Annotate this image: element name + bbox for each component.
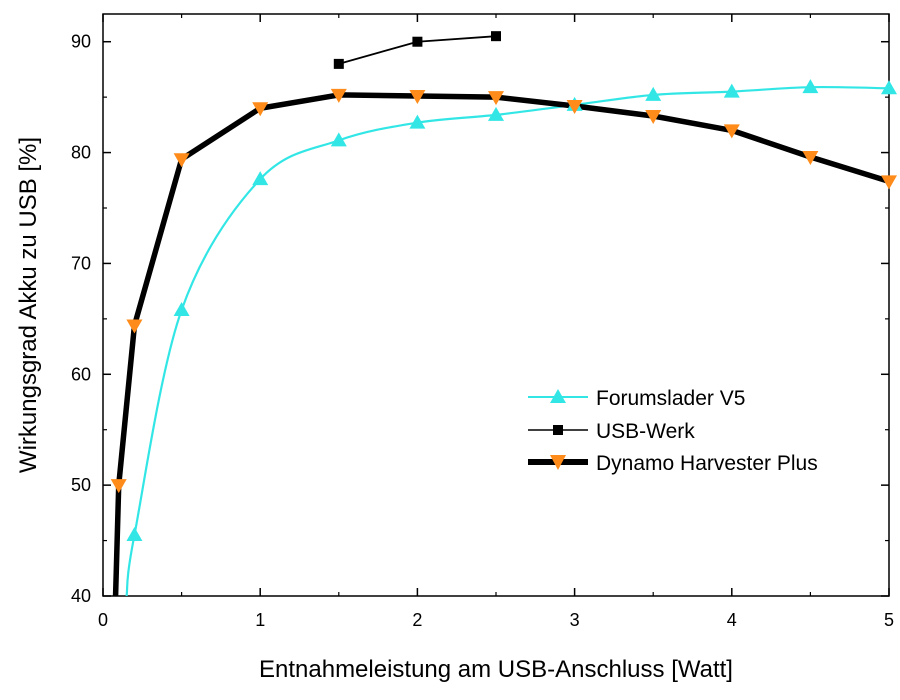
legend-item-usb-werk: USB-Werk xyxy=(528,420,695,443)
y-axis-title: Wirkungsgrad Akku zu USB [%] xyxy=(15,137,42,473)
data-point-dynamo-harvester xyxy=(126,319,143,334)
legend-label-dynamo-harvester: Dynamo Harvester Plus xyxy=(596,452,818,475)
legend-marker-usb-werk xyxy=(553,425,563,435)
legend-item-dynamo-harvester: Dynamo Harvester Plus xyxy=(528,452,818,475)
data-point-usb-werk xyxy=(412,36,423,47)
data-point-forumslader xyxy=(723,83,740,98)
x-tick-label: 0 xyxy=(98,610,108,630)
x-tick-label: 2 xyxy=(412,610,422,630)
data-point-forumslader xyxy=(488,106,504,121)
data-point-dynamo-harvester xyxy=(723,124,740,139)
data-point-forumslader xyxy=(409,114,426,129)
legend-label-usb-werk: USB-Werk xyxy=(596,420,695,443)
data-point-forumslader xyxy=(173,301,190,316)
legend: Forumslader V5 USB-Werk Dynamo Harvester… xyxy=(528,387,818,475)
data-point-usb-werk xyxy=(491,31,501,42)
y-tick-label: 90 xyxy=(71,32,91,52)
axis-ticks: 0 1 2 3 4 5 40 50 60 70 80 90 xyxy=(71,14,894,630)
x-axis-title: Entnahmeleistung am USB-Anschluss [Watt] xyxy=(259,656,733,683)
data-point-usb-werk xyxy=(333,58,344,69)
data-point-forumslader xyxy=(126,527,143,542)
data-point-forumslader xyxy=(802,79,819,94)
data-point-forumslader xyxy=(252,171,269,186)
data-point-dynamo-harvester xyxy=(330,88,347,103)
data-point-dynamo-harvester xyxy=(566,100,583,115)
data-point-dynamo-harvester xyxy=(488,91,504,106)
legend-marker-dynamo-harvester xyxy=(550,455,566,470)
y-tick-label: 50 xyxy=(71,475,91,495)
y-tick-label: 80 xyxy=(71,143,91,163)
data-point-dynamo-harvester xyxy=(409,90,426,105)
legend-item-forumslader: Forumslader V5 xyxy=(528,387,745,410)
markers-layer xyxy=(110,31,897,542)
data-point-dynamo-harvester xyxy=(881,175,897,190)
legend-marker-forumslader xyxy=(550,389,566,403)
x-tick-label: 1 xyxy=(255,610,265,630)
data-point-dynamo-harvester xyxy=(110,479,127,494)
data-point-dynamo-harvester xyxy=(802,151,819,166)
data-point-forumslader xyxy=(881,80,897,95)
legend-label-forumslader: Forumslader V5 xyxy=(596,387,745,410)
data-point-dynamo-harvester xyxy=(252,102,269,117)
y-tick-label: 70 xyxy=(71,253,91,273)
data-point-dynamo-harvester xyxy=(173,153,190,168)
data-point-forumslader xyxy=(645,86,662,101)
y-tick-label: 60 xyxy=(71,364,91,384)
y-tick-label: 40 xyxy=(71,586,91,606)
series-line-forumslader xyxy=(125,85,889,596)
x-tick-label: 3 xyxy=(570,610,580,630)
x-tick-label: 4 xyxy=(727,610,737,630)
data-point-dynamo-harvester xyxy=(645,109,662,124)
x-tick-label: 5 xyxy=(884,610,894,630)
series-line-dynamo-harvester xyxy=(112,92,889,596)
data-point-forumslader xyxy=(330,132,347,147)
